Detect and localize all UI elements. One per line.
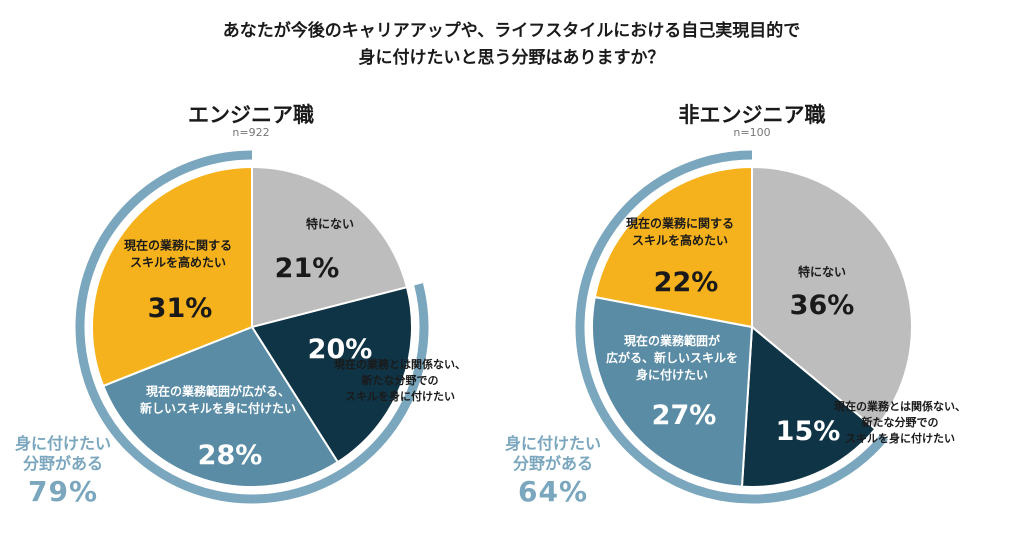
slice-value-label: 27% — [652, 400, 717, 431]
slice-label: 現在の業務とは関係ない、 — [334, 357, 466, 371]
chart-2-ring-label-1: 身に付けたい — [504, 434, 601, 453]
slice-value-label: 20% — [308, 334, 373, 365]
chart-1-ring-pct: 79% — [27, 475, 99, 508]
chart-2-ring-annotation: 身に付けたい 分野がある 64% — [498, 434, 608, 510]
slice-value-label: 21% — [275, 253, 340, 284]
question-title: あなたが今後のキャリアアップや、ライフスタイルにおける自己実現目的で 身に付けた… — [0, 18, 1023, 72]
slice-value-label: 31% — [148, 293, 213, 324]
slice-label: 現在の業務に関する — [124, 238, 232, 253]
slice-value-label: 36% — [790, 290, 855, 321]
slice-label: 現在の業務範囲が — [624, 333, 720, 348]
slice-label: 特にない — [306, 216, 354, 231]
slice-label: 現在の業務範囲が広がる、 — [146, 384, 290, 399]
chart-1-ring-annotation: 身に付けたい 分野がある 79% — [8, 434, 118, 510]
chart-1-ring-label-2: 分野がある — [22, 454, 103, 473]
chart-1-title: エンジニア職 — [188, 103, 314, 127]
slice-label: 新しいスキルを身に付けたい — [140, 401, 296, 416]
slice-label: 新たな分野での — [862, 415, 939, 429]
slice-value-label: 15% — [776, 416, 841, 447]
slice-label: スキルを身に付けたい — [845, 431, 955, 445]
slice-label: 新たな分野での — [362, 373, 439, 387]
chart-1-sample-size: n=922 — [232, 126, 270, 139]
slice-label: 現在の業務に関する — [626, 216, 734, 231]
slice-value-label: 28% — [198, 440, 263, 471]
pie-slice — [251, 165, 409, 329]
pie-slice — [91, 165, 253, 388]
slice-label: 特にない — [798, 264, 846, 279]
slice-label: スキルを高めたい — [632, 233, 728, 248]
chart-2-title: 非エンジニア職 — [678, 103, 826, 127]
slice-label: スキルを高めたい — [130, 255, 226, 270]
slice-label: 広がる、新しいスキルを — [606, 350, 738, 365]
pie-slice — [751, 165, 913, 431]
pie-slice — [740, 324, 877, 488]
chart-2-sample-size: n=100 — [733, 126, 771, 139]
chart-2-ring-pct: 64% — [517, 475, 589, 508]
pie-slice — [250, 285, 413, 464]
question-line-2: 身に付けたいと思う分野はありますか？ — [358, 48, 665, 68]
pie-slice — [101, 325, 340, 488]
slice-label: 現在の業務とは関係ない、 — [834, 399, 966, 413]
chart-2-ring-label-2: 分野がある — [512, 454, 593, 473]
chart-1-ring-label-1: 身に付けたい — [14, 434, 111, 453]
slice-value-label: 22% — [654, 267, 719, 298]
slice-label: 身に付けたい — [636, 367, 708, 382]
question-line-1: あなたが今後のキャリアアップや、ライフスタイルにおける自己実現目的で — [222, 21, 801, 41]
pie-slice — [593, 165, 753, 329]
ring-arc — [75, 150, 429, 504]
pie-slice — [591, 295, 754, 488]
slice-label: スキルを身に付けたい — [345, 389, 455, 403]
ring-arc — [575, 150, 888, 504]
